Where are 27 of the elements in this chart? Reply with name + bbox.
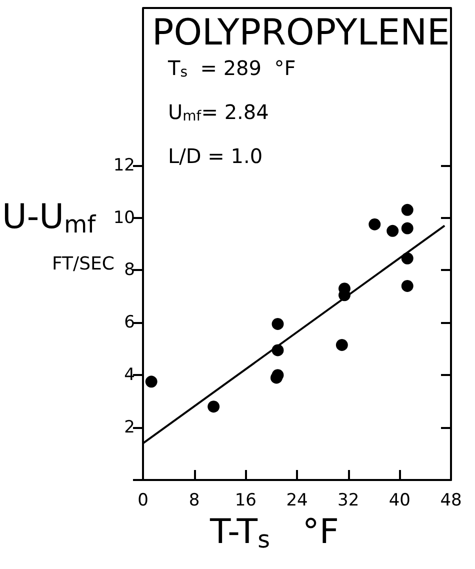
point	[401, 280, 414, 292]
annotation: L/D = 1.0	[168, 144, 263, 168]
x-tick-label: 48	[440, 490, 462, 510]
y-tick-label: 4	[124, 365, 135, 386]
x-tick-label: 8	[188, 490, 200, 510]
point	[336, 338, 348, 351]
point	[386, 224, 399, 237]
x-tick-label: 0	[138, 490, 148, 510]
x-tick-label: 24	[286, 490, 308, 510]
y-tick-label: 12	[113, 155, 135, 176]
x-tick-label: 40	[388, 490, 410, 510]
annotation: Ts = 289 °F	[167, 56, 296, 80]
point	[145, 376, 158, 388]
point	[208, 400, 220, 413]
y2-axis-title: FT/SEC	[52, 254, 114, 274]
y-tick-label: 8	[124, 260, 135, 280]
annotation: Umf= 2.84	[168, 100, 269, 124]
y-tick-label: 2	[124, 418, 135, 438]
x-tick-label: 16	[234, 490, 256, 510]
point	[368, 218, 381, 230]
point	[401, 222, 414, 234]
y-tick-label: 6	[124, 312, 135, 333]
chart-title: POLYPROPYLENE	[152, 12, 450, 54]
x-tick-label: 32	[338, 490, 360, 510]
point	[272, 318, 284, 330]
y-tick-label: 10	[113, 208, 135, 228]
point	[401, 204, 414, 216]
